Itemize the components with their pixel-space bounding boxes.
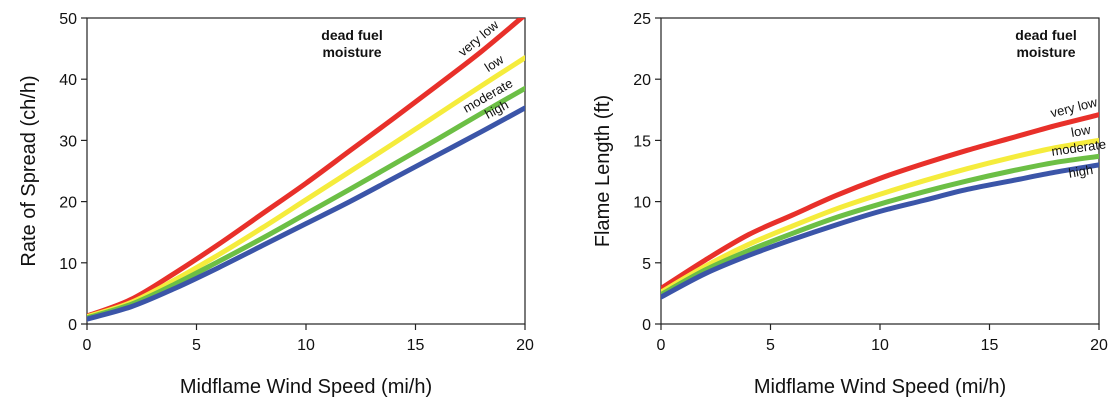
x-tick-label: 5 (192, 337, 201, 354)
x-tick-label: 5 (766, 337, 775, 354)
y-tick-label: 5 (642, 256, 651, 273)
y-tick-label: 10 (59, 256, 77, 273)
series-line-high (87, 105, 525, 322)
x-axis-title: Midflame Wind Speed (mi/h) (754, 376, 1006, 398)
x-tick-label: 20 (1090, 337, 1108, 354)
y-tick-label: 20 (633, 72, 651, 89)
y-tick-label: 30 (59, 133, 77, 150)
x-tick-label: 15 (407, 337, 425, 354)
series-lines (661, 112, 1099, 300)
series-line-high (661, 162, 1099, 300)
x-tick-label: 10 (297, 337, 315, 354)
series-line-low (661, 137, 1099, 295)
x-axis-title: Midflame Wind Speed (mi/h) (180, 376, 432, 398)
annotation-line: dead fuel (1015, 27, 1076, 43)
plot-frame (660, 17, 1100, 325)
series-line-low (87, 55, 525, 320)
y-axis-title: Flame Length (ft) (592, 95, 614, 247)
x-tick-label: 0 (83, 337, 92, 354)
series-line-very-low (87, 18, 525, 319)
y-axis-title: Rate of Spread (ch/h) (18, 75, 40, 266)
y-tick-label: 25 (633, 11, 651, 28)
chart-panel-1: 0 5 10 15 20 0 10 20 30 40 50 Midflame Wind Speed (… (18, 11, 534, 398)
y-tick-label: 15 (633, 133, 651, 150)
series-label-high: high (1067, 162, 1094, 181)
annotation-line: moisture (1016, 44, 1075, 60)
series-label-low: low (1070, 122, 1092, 140)
y-tick-label: 40 (59, 72, 77, 89)
y-tick-label: 0 (642, 317, 651, 334)
series-line-moderate (87, 85, 525, 321)
y-tick-label: 20 (59, 195, 77, 212)
y-tick-label: 50 (59, 11, 77, 28)
y-tick-label: 10 (633, 195, 651, 212)
y-tick-label: 0 (68, 317, 77, 334)
plot-frame (86, 17, 526, 325)
x-tick-label: 20 (516, 337, 534, 354)
annotation-line: moisture (322, 44, 381, 60)
series-lines (87, 18, 525, 322)
x-tick-label: 10 (871, 337, 889, 354)
annotation-line: dead fuel (321, 27, 382, 43)
chart-panel-2: 0 5 10 15 20 0 5 10 15 20 25 Midflame Wind Speed (m… (592, 11, 1108, 398)
x-tick-label: 15 (981, 337, 999, 354)
series-line-very-low (661, 112, 1099, 291)
x-tick-label: 0 (657, 337, 666, 354)
series-line-moderate (661, 153, 1099, 298)
